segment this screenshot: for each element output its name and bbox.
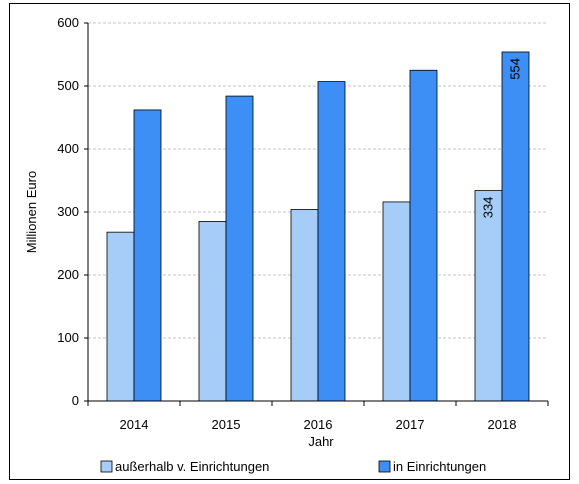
legend-swatch-series-1 — [100, 460, 113, 473]
bar-series-2-2016 — [317, 81, 346, 402]
x-tick-label-2016: 2016 — [304, 417, 333, 432]
legend: außerhalb v. Einrichtungen in Einrichtun… — [100, 459, 486, 474]
y-tick-label-300: 300 — [57, 204, 79, 219]
y-tick-label-400: 400 — [57, 141, 79, 156]
axes — [84, 22, 549, 406]
x-tick-label-2015: 2015 — [212, 417, 241, 432]
bar-series-1-2016 — [290, 209, 319, 402]
y-tick-label-600: 600 — [57, 15, 79, 30]
legend-swatch-series-2 — [378, 460, 391, 473]
bar-series-1-2015 — [198, 221, 227, 402]
y-axis-title: Millionen Euro — [24, 171, 39, 253]
y-tick-label-0: 0 — [72, 393, 79, 408]
legend-label-series-1: außerhalb v. Einrichtungen — [115, 459, 269, 474]
bar-series-2-2018 — [501, 51, 530, 402]
y-tick-label-100: 100 — [57, 330, 79, 345]
x-axis-title: Jahr — [308, 434, 334, 449]
y-tick-label-500: 500 — [57, 78, 79, 93]
x-tick-label-2017: 2017 — [396, 417, 425, 432]
bar-series-2-2017 — [409, 69, 438, 402]
bar-series-2-2015 — [225, 95, 254, 402]
x-tick-label-2014: 2014 — [120, 417, 149, 432]
data-label-series-1-2018: 334 — [481, 197, 496, 219]
y-tick-label-200: 200 — [57, 267, 79, 282]
labels: 0 100 200 300 400 500 600 2014 2015 2016 2017 334 55… — [57, 15, 522, 432]
bar-series-1-2018 — [474, 190, 503, 402]
bar-series-1-2014 — [106, 231, 135, 402]
x-tick-label-2018: 2018 — [488, 417, 517, 432]
legend-label-series-2: in Einrichtungen — [393, 459, 486, 474]
chart-frame — [9, 3, 570, 480]
bars — [106, 51, 530, 402]
bar-series-2-2014 — [133, 109, 162, 402]
data-label-series-2-2018: 554 — [508, 58, 523, 80]
bar-series-1-2017 — [382, 201, 411, 402]
